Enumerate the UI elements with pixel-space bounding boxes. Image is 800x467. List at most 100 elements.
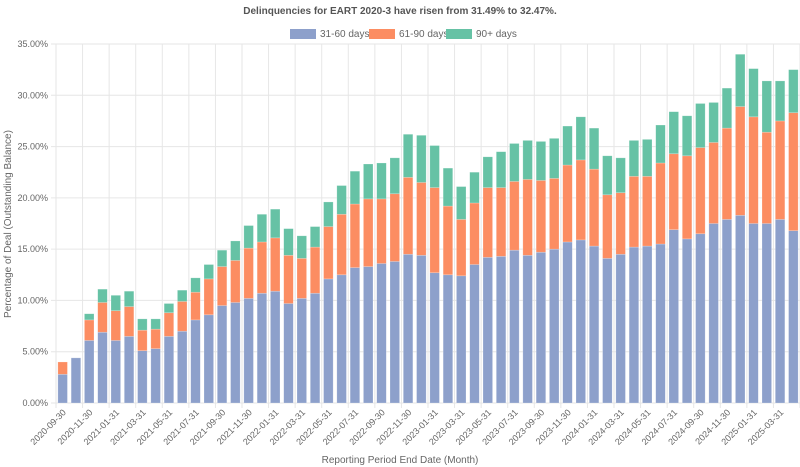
bar-segment[interactable] [535,180,547,253]
bar-segment[interactable] [681,155,693,240]
bar-segment[interactable] [708,142,719,224]
bar-segment[interactable] [788,230,799,404]
bar-segment[interactable] [668,229,679,404]
bar-segment[interactable] [721,127,733,220]
bar-segment[interactable] [190,319,201,404]
bar-segment[interactable] [761,131,772,224]
bar-segment[interactable] [708,102,719,143]
bar-segment[interactable] [668,111,679,155]
bar-segment[interactable] [495,187,507,257]
bar-segment[interactable] [456,186,467,220]
bar-segment[interactable] [681,238,693,404]
bar-segment[interactable] [336,185,347,215]
bar-segment[interactable] [243,298,254,404]
bar-segment[interactable] [376,162,387,200]
bar-segment[interactable] [190,291,201,321]
bar-segment[interactable] [522,255,533,404]
bar-segment[interactable] [535,141,547,181]
bar-segment[interactable] [70,357,82,404]
bar-segment[interactable] [402,253,414,404]
bar-segment[interactable] [376,263,387,404]
bar-segment[interactable] [628,140,640,177]
bar-segment[interactable] [575,116,586,161]
bar-segment[interactable] [256,213,268,243]
bar-segment[interactable] [482,156,493,188]
bar-segment[interactable] [84,313,95,321]
bar-segment[interactable] [788,112,799,231]
bar-segment[interactable] [270,237,281,292]
bar-segment[interactable] [562,164,573,243]
bar-segment[interactable] [283,228,294,256]
bar-segment[interactable] [642,245,653,404]
bar-segment[interactable] [296,298,307,404]
bar-segment[interactable] [628,176,640,248]
bar-segment[interactable] [97,331,108,404]
bar-segment[interactable] [137,318,148,331]
bar-segment[interactable] [456,275,467,404]
bar-segment[interactable] [163,312,175,337]
bar-segment[interactable] [655,162,666,245]
bar-segment[interactable] [123,306,135,337]
legend-swatch-90-days[interactable] [446,29,472,39]
bar-segment[interactable] [588,168,600,247]
bar-segment[interactable] [137,350,148,404]
bar-segment[interactable] [761,80,772,133]
bar-segment[interactable] [323,201,334,227]
bar-segment[interactable] [296,258,307,299]
bar-segment[interactable] [695,233,706,404]
bar-segment[interactable] [429,272,440,404]
bar-segment[interactable] [216,305,228,404]
bar-segment[interactable] [177,330,188,404]
bar-segment[interactable] [309,292,321,404]
legend-swatch-61-90-days[interactable] [369,29,395,39]
bar-segment[interactable] [363,266,374,404]
bar-segment[interactable] [309,226,321,248]
bar-segment[interactable] [562,125,573,166]
bar-segment[interactable] [123,336,135,404]
bar-segment[interactable] [442,167,454,207]
bar-segment[interactable] [681,115,693,157]
bar-segment[interactable] [150,348,161,404]
bar-segment[interactable] [349,267,361,404]
bar-segment[interactable] [230,260,241,303]
bar-segment[interactable] [230,302,241,404]
bar-segment[interactable] [748,68,759,118]
bar-segment[interactable] [389,261,400,404]
bar-segment[interactable] [695,103,706,148]
bar-segment[interactable] [602,155,613,196]
bar-segment[interactable] [549,248,560,404]
bar-segment[interactable] [429,145,440,188]
bar-segment[interactable] [84,319,95,341]
bar-segment[interactable] [735,106,746,216]
bar-segment[interactable] [482,257,493,404]
bar-segment[interactable] [735,53,746,107]
bar-segment[interactable] [774,219,786,404]
bar-segment[interactable] [216,266,228,306]
bar-segment[interactable] [270,290,281,404]
bar-segment[interactable] [482,187,493,258]
bar-segment[interactable] [57,361,68,375]
bar-segment[interactable] [721,219,733,404]
bar-segment[interactable] [655,243,666,404]
bar-segment[interactable] [615,192,626,255]
bar-segment[interactable] [469,171,480,204]
bar-segment[interactable] [296,235,307,259]
bar-segment[interactable] [256,292,268,404]
bar-segment[interactable] [469,264,480,404]
bar-segment[interactable] [110,340,121,404]
bar-segment[interactable] [721,87,733,129]
bar-segment[interactable] [110,310,121,341]
bar-segment[interactable] [363,198,374,267]
bar-segment[interactable] [602,194,613,259]
bar-segment[interactable] [230,240,241,261]
bar-segment[interactable] [216,249,228,267]
bar-segment[interactable] [615,157,626,194]
bar-segment[interactable] [708,223,719,404]
bar-segment[interactable] [190,277,201,293]
bar-segment[interactable] [668,153,679,230]
bar-segment[interactable] [416,134,427,183]
bar-segment[interactable] [429,187,440,274]
bar-segment[interactable] [243,225,254,249]
bar-segment[interactable] [588,245,600,404]
bar-segment[interactable] [522,140,533,180]
